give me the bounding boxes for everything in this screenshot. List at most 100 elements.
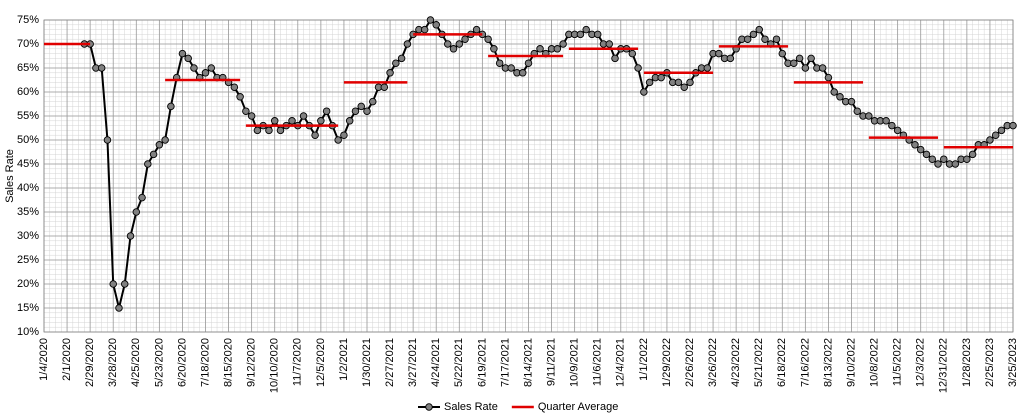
point [449,45,458,53]
point [611,54,619,63]
point [420,25,429,34]
plot-frame [43,19,1014,333]
point [369,97,377,106]
point [230,83,239,91]
x-tick-label: 3/26/2022 [707,338,719,387]
point [472,25,481,34]
point [824,73,833,82]
y-tick-label: 35% [17,206,39,218]
point [790,59,798,67]
y-tick-label: 20% [17,278,39,290]
point [743,35,752,43]
x-tick-label: 1/29/2022 [661,338,673,387]
point [553,45,562,53]
x-tick-label: 3/25/2023 [1007,338,1019,387]
point [138,193,146,202]
x-tick-label: 1/30/2021 [361,338,373,387]
point [524,59,533,67]
y-tick-label: 65% [17,62,39,74]
point [351,107,360,115]
point [363,107,371,115]
y-tick-label: 55% [17,110,39,122]
x-tick-label: 2/25/2023 [984,338,996,387]
x-tick-label: 10/9/2021 [569,338,581,387]
point [236,93,244,101]
x-tick-label: 8/14/2021 [522,338,534,387]
point [161,136,169,144]
point [484,35,492,43]
point [582,25,590,34]
legend-label: Quarter Average [538,401,619,413]
point [836,93,844,101]
point [991,131,1000,139]
x-tick-label: 12/3/2022 [915,338,927,387]
point [830,88,838,96]
point [132,208,141,216]
y-tick-label: 40% [17,182,39,194]
point [144,160,152,168]
y-tick-label: 45% [17,158,39,170]
point [345,117,354,125]
point [178,49,187,58]
x-tick-label: 11/7/2020 [292,338,304,386]
x-tick-label: 6/18/2022 [776,338,788,387]
point [911,141,919,149]
y-tick-label: 25% [17,254,39,266]
point [97,64,106,72]
point [657,73,665,82]
point [576,30,585,39]
x-tick-label: 5/23/2020 [153,338,165,387]
point [628,49,637,58]
point [247,112,256,120]
x-tick-label: 4/25/2020 [130,338,142,387]
point [126,232,135,240]
x-tick-label: 3/28/2020 [107,338,119,387]
x-tick-label: 12/31/2022 [938,338,950,393]
point [507,64,515,72]
point [322,107,331,115]
x-tick-label: 2/29/2020 [84,338,96,387]
x-tick-label: 12/5/2020 [315,338,327,387]
point [276,126,285,135]
x-tick-label: 6/20/2020 [176,338,188,387]
point [778,49,787,58]
point [392,59,400,67]
point [184,54,192,63]
point [201,69,210,77]
point [645,78,654,87]
point [928,155,937,163]
x-tick-label: 5/22/2021 [453,338,465,387]
point [149,150,158,159]
point [986,136,994,144]
y-axis-label: Sales Rate [4,149,16,203]
y-tick-label: 70% [17,38,39,50]
point [801,64,810,72]
x-tick-label: 5/21/2022 [753,338,765,387]
point [922,150,931,159]
x-tick-label: 11/6/2021 [592,338,604,386]
point [444,40,452,48]
point [940,155,948,163]
point [103,136,112,144]
point [253,126,262,135]
point [853,107,862,115]
point [715,49,723,58]
point [461,35,469,43]
point [934,160,942,168]
point [288,117,296,125]
x-tick-label: 8/15/2020 [222,338,234,387]
point [167,102,175,111]
point [340,131,348,139]
x-tick-label: 1/4/2020 [38,338,50,381]
point [807,54,815,63]
point [380,83,389,91]
x-tick-label: 1/2/2021 [338,338,350,381]
point [334,136,342,144]
point [963,155,971,163]
x-tick-label: 1/28/2023 [961,338,973,387]
y-tick-label: 10% [17,326,39,338]
point [242,107,250,115]
point [317,117,325,125]
point [265,126,273,135]
